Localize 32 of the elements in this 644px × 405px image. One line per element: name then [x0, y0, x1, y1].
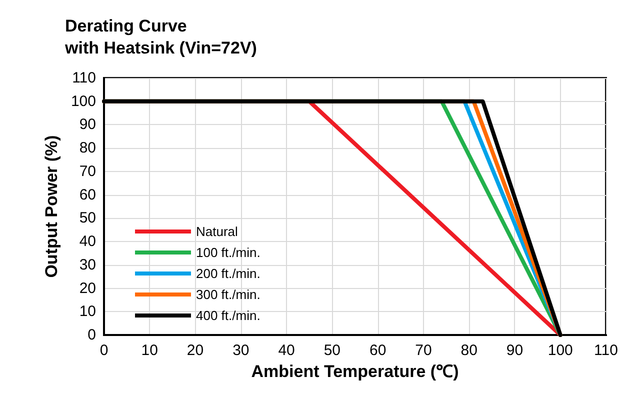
y-tick-label: 90 — [79, 116, 96, 134]
chart-title: Derating Curve with Heatsink (Vin=72V) — [64, 16, 257, 58]
y-tick-label: 10 — [79, 303, 96, 320]
x-tick-label: 80 — [460, 342, 478, 359]
y-tick-label: 20 — [79, 280, 96, 297]
x-tick-label: 40 — [278, 342, 295, 359]
y-tick-label: 0 — [88, 326, 96, 344]
x-tick-label: 30 — [232, 342, 250, 359]
x-tick-label: 110 — [594, 342, 618, 359]
y-tick-label: 30 — [79, 256, 96, 274]
y-tick-label: 80 — [79, 140, 96, 157]
y-tick-label: 110 — [72, 70, 96, 86]
y-tick-label: 100 — [70, 92, 96, 110]
x-tick-label: 90 — [506, 342, 524, 359]
legend-label: 200 ft./min. — [196, 266, 260, 281]
x-tick-label: 100 — [548, 342, 573, 359]
x-axis-title: Ambient Temperature (℃) — [251, 362, 459, 381]
x-tick-label: 60 — [369, 342, 386, 359]
x-tick-label: 20 — [186, 342, 204, 359]
legend-label: 400 ft./min. — [196, 308, 260, 323]
y-tick-label: 50 — [79, 210, 96, 227]
y-tick-label: 70 — [79, 162, 96, 180]
y-axis-title: Output Power (%) — [42, 135, 62, 278]
x-tick-label: 50 — [324, 342, 341, 359]
legend-label: Natural — [196, 224, 238, 239]
x-tick-label: 70 — [415, 342, 432, 359]
legend-label: 300 ft./min. — [196, 287, 260, 302]
x-tick-label: 10 — [141, 342, 158, 359]
legend-label: 100 ft./min. — [196, 245, 260, 260]
y-tick-label: 60 — [79, 186, 96, 204]
y-tick-label: 40 — [79, 233, 96, 250]
x-tick-label: 0 — [100, 342, 108, 359]
